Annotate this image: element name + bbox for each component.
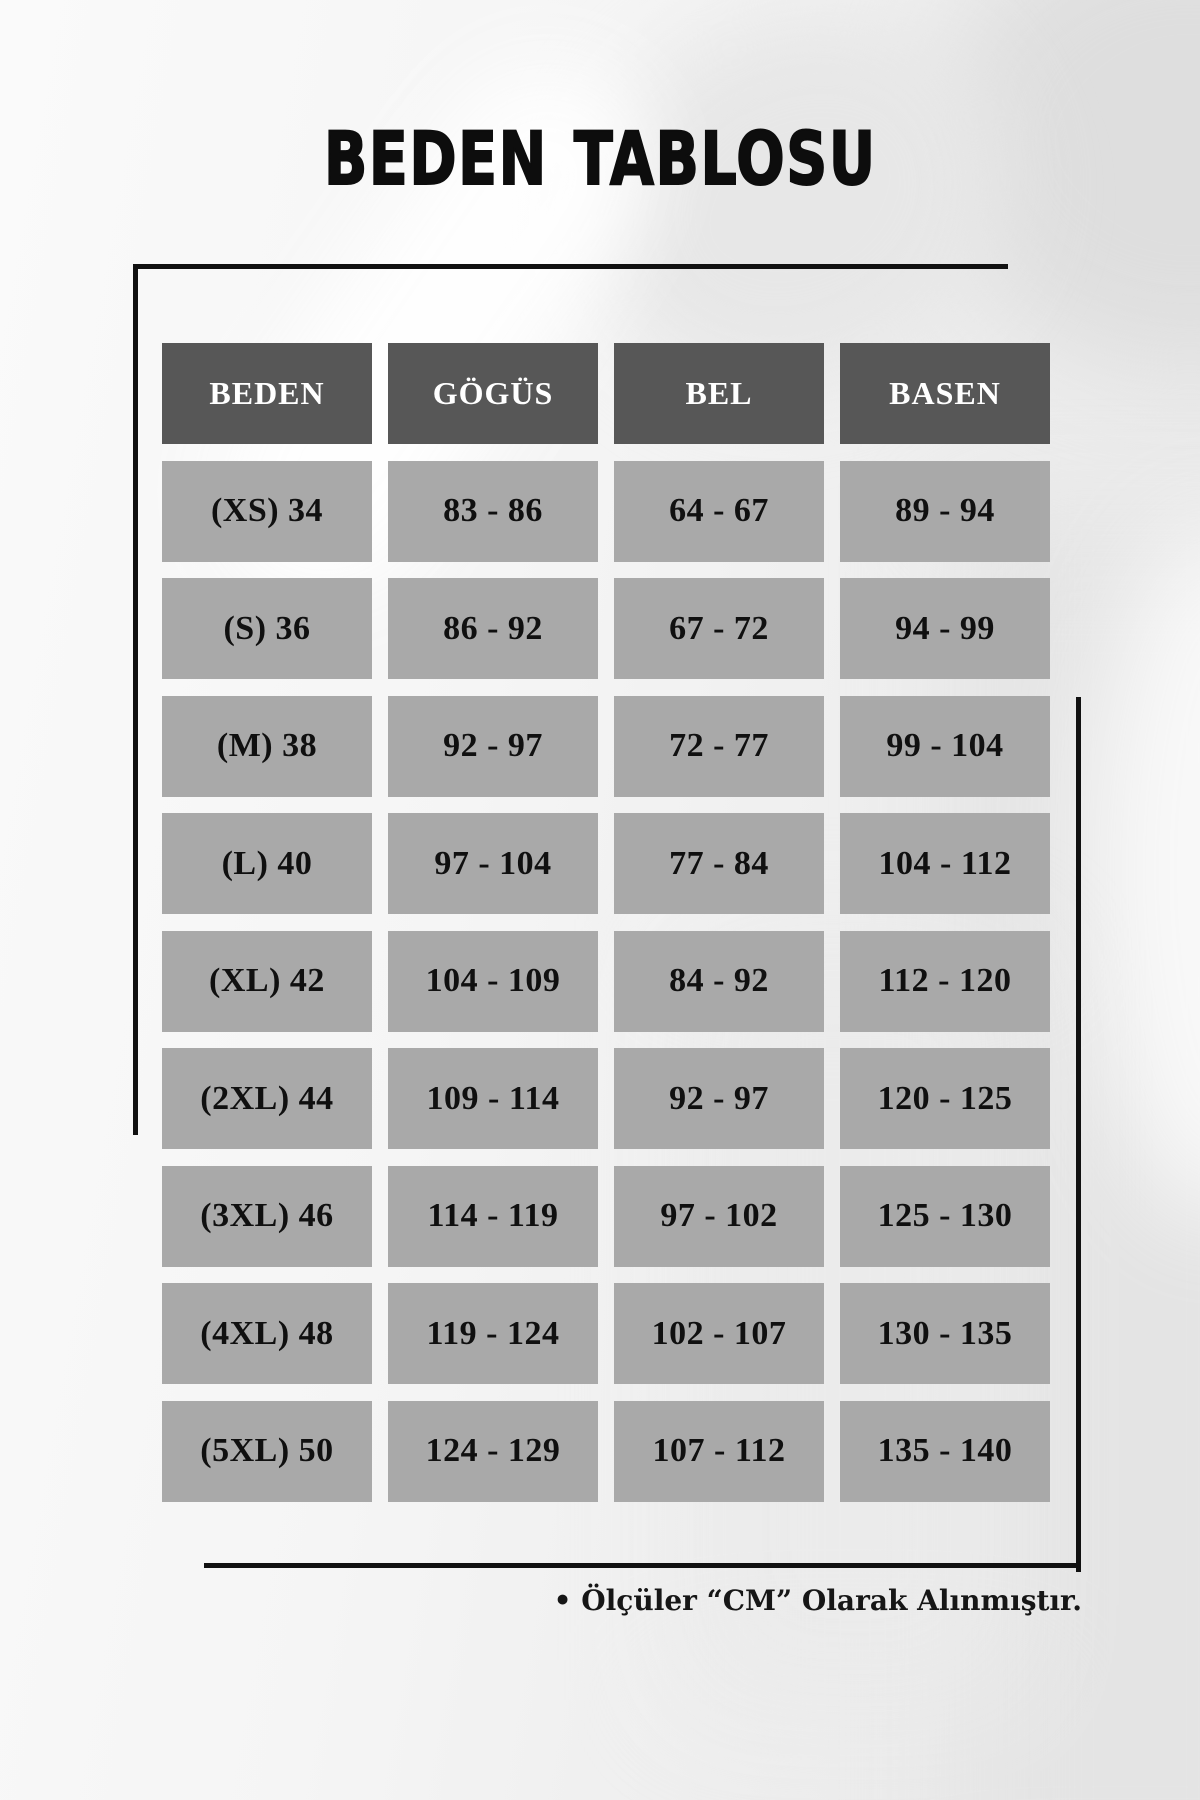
table-cell: 107 - 112 xyxy=(614,1400,824,1502)
table-cell: 92 - 97 xyxy=(614,1048,824,1149)
header-cell-gogus: GÖGÜS xyxy=(388,343,598,444)
header-cell-basen: BASEN xyxy=(840,343,1050,444)
background-light-streak xyxy=(1090,520,1200,1220)
header-cell-beden: BEDEN xyxy=(162,343,372,444)
table-cell: 99 - 104 xyxy=(840,695,1050,797)
table-cell: 119 - 124 xyxy=(388,1283,598,1384)
table-cell: 114 - 119 xyxy=(388,1165,598,1267)
table-cell: (XS) 34 xyxy=(162,460,372,562)
table-cell: 64 - 67 xyxy=(614,460,824,562)
table-cell: 104 - 109 xyxy=(388,930,598,1032)
table-cell: (S) 36 xyxy=(162,578,372,679)
table-cell: 135 - 140 xyxy=(840,1400,1050,1502)
table-cell: 97 - 104 xyxy=(388,813,598,914)
frame-left-line xyxy=(133,264,138,1135)
frame-right-line xyxy=(1076,697,1081,1572)
table-cell: 94 - 99 xyxy=(840,578,1050,679)
page-title: BEDEN TABLOSU xyxy=(323,117,877,202)
frame-top-line xyxy=(133,264,1008,269)
table-cell: 83 - 86 xyxy=(388,460,598,562)
table-cell: 86 - 92 xyxy=(388,578,598,679)
table-cell: 109 - 114 xyxy=(388,1048,598,1149)
table-cell: (5XL) 50 xyxy=(162,1400,372,1502)
table-cell: (4XL) 48 xyxy=(162,1283,372,1384)
frame-bottom-line xyxy=(204,1563,1081,1568)
footer-note: • Ölçüler “CM” Olarak Alınmıştır. xyxy=(553,1584,1082,1617)
table-cell: 102 - 107 xyxy=(614,1283,824,1384)
table-cell: 72 - 77 xyxy=(614,695,824,797)
size-chart-table: BEDEN GÖGÜS BEL BASEN (XS) 34 83 - 86 64… xyxy=(162,343,1050,1502)
table-cell: 92 - 97 xyxy=(388,695,598,797)
table-cell: 104 - 112 xyxy=(840,813,1050,914)
table-cell: (L) 40 xyxy=(162,813,372,914)
table-cell: 84 - 92 xyxy=(614,930,824,1032)
table-cell: 125 - 130 xyxy=(840,1165,1050,1267)
table-cell: 112 - 120 xyxy=(840,930,1050,1032)
table-cell: 89 - 94 xyxy=(840,460,1050,562)
table-cell: 124 - 129 xyxy=(388,1400,598,1502)
table-cell: (2XL) 44 xyxy=(162,1048,372,1149)
table-cell: (XL) 42 xyxy=(162,930,372,1032)
header-cell-bel: BEL xyxy=(614,343,824,444)
table-cell: (M) 38 xyxy=(162,695,372,797)
table-cell: (3XL) 46 xyxy=(162,1165,372,1267)
table-cell: 120 - 125 xyxy=(840,1048,1050,1149)
table-cell: 97 - 102 xyxy=(614,1165,824,1267)
table-cell: 130 - 135 xyxy=(840,1283,1050,1384)
table-cell: 77 - 84 xyxy=(614,813,824,914)
table-cell: 67 - 72 xyxy=(614,578,824,679)
